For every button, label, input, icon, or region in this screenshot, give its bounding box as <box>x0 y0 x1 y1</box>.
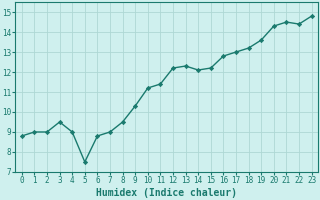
X-axis label: Humidex (Indice chaleur): Humidex (Indice chaleur) <box>96 188 237 198</box>
